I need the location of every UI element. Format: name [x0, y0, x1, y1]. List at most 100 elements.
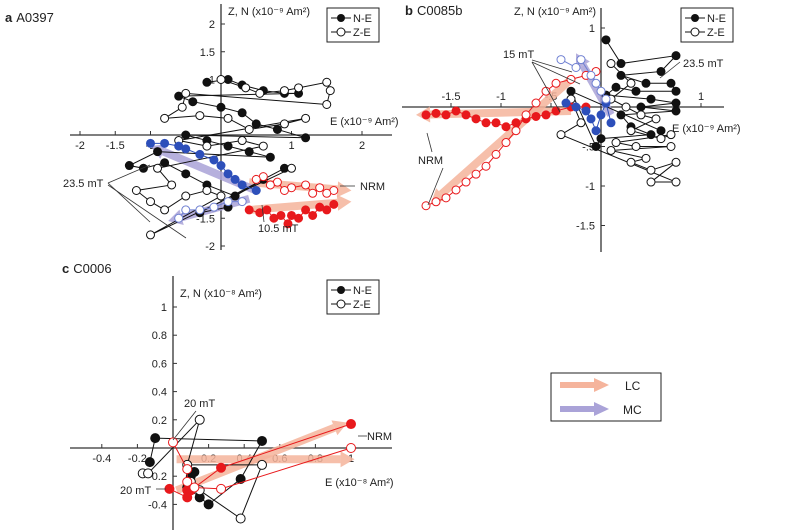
data-point: [346, 443, 356, 453]
arrow-head: [340, 451, 355, 468]
data-point: [606, 145, 616, 155]
data-point: [174, 213, 184, 223]
data-point: [237, 180, 247, 190]
data-point: [491, 149, 501, 159]
data-point: [308, 188, 318, 198]
data-point: [481, 161, 491, 171]
data-point: [651, 114, 661, 124]
data-point: [596, 110, 606, 120]
data-point: [174, 141, 184, 151]
x-tick-label: -1.5: [442, 91, 461, 103]
data-point: [646, 165, 656, 175]
y-tick-label: -0.4: [148, 499, 167, 511]
filled-circle-icon: [337, 286, 345, 294]
data-point: [216, 102, 226, 112]
data-point: [189, 482, 200, 493]
panel-c-plot: cC0006-0.4-0.20.20.40.60.8110.80.60.40.2…: [62, 261, 394, 530]
data-point: [203, 499, 214, 510]
x-axis-label: E (x10⁻⁹ Am²): [330, 116, 399, 128]
data-point: [308, 210, 318, 220]
data-point: [556, 130, 566, 140]
data-point: [616, 110, 626, 120]
data-point: [223, 141, 233, 151]
y-tick-label: 0.8: [152, 330, 167, 342]
y-tick-label: 1: [209, 75, 215, 87]
data-point: [223, 169, 233, 179]
data-point: [571, 102, 581, 112]
x-tick-label: -1.5: [106, 140, 125, 152]
data-point: [146, 230, 155, 240]
y-tick-label: -1: [585, 181, 595, 193]
data-point: [255, 88, 265, 98]
data-point: [160, 158, 170, 168]
data-point: [251, 174, 261, 184]
data-point: [421, 110, 431, 120]
annotation-leader-line: [659, 61, 681, 79]
y-tick-label: 0.6: [152, 358, 167, 370]
x-tick-label: 1: [288, 140, 294, 152]
data-point: [216, 161, 226, 171]
data-point: [531, 111, 541, 121]
data-point: [611, 138, 621, 148]
data-point: [188, 97, 198, 107]
data-point: [301, 205, 311, 215]
data-point: [441, 193, 451, 203]
data-point: [656, 134, 666, 144]
annotation-leader-line: [172, 410, 197, 441]
y-tick-label: 0.2: [152, 415, 167, 427]
panel-title: b C0085b: [405, 3, 463, 18]
data-point: [576, 55, 586, 65]
data-point: [646, 94, 656, 104]
data-point: [167, 180, 177, 190]
lc-component-arrow: [176, 451, 355, 468]
panel-letter: c: [62, 261, 69, 276]
data-point: [671, 157, 681, 167]
data-point: [616, 59, 626, 69]
data-point: [591, 126, 601, 136]
annotation-label: 10.5 mT: [258, 223, 299, 235]
series-legend-box: [326, 279, 380, 315]
data-point: [160, 138, 170, 148]
data-point: [636, 102, 646, 112]
data-point: [631, 86, 641, 96]
data-point: [181, 169, 191, 179]
data-point: [571, 63, 581, 72]
open-circle-icon: [690, 27, 700, 37]
data-point: [671, 98, 681, 108]
data-point: [182, 464, 193, 475]
data-point: [511, 126, 521, 136]
data-point: [596, 134, 606, 144]
legend-label-z-e: Z-E: [353, 299, 371, 311]
data-point: [195, 205, 205, 215]
data-point: [325, 86, 335, 96]
x-tick-label: -1: [496, 91, 506, 103]
data-point: [258, 141, 268, 151]
data-point: [566, 86, 576, 96]
data-point: [431, 197, 441, 207]
data-point: [265, 152, 275, 162]
y-axis-label: Z, N (x10⁻⁹ Am²): [514, 6, 596, 18]
open-circle-icon: [336, 299, 346, 309]
data-point: [182, 476, 193, 487]
data-point: [272, 124, 282, 134]
data-point: [576, 118, 586, 128]
data-point: [287, 210, 296, 220]
y-tick-label: 2: [209, 19, 215, 31]
data-point: [656, 126, 666, 136]
data-point: [209, 202, 219, 212]
data-point: [606, 118, 616, 128]
data-point: [251, 186, 261, 195]
data-point: [551, 78, 561, 88]
annotation-leader-line: [261, 204, 265, 223]
data-point: [223, 113, 233, 123]
data-point: [153, 163, 163, 173]
data-point: [315, 202, 325, 212]
data-point: [244, 205, 254, 215]
component-legend: LC MC: [550, 372, 662, 422]
filled-circle-icon: [337, 14, 345, 22]
annotation-label: 23.5 mT: [63, 178, 104, 190]
open-circle-icon: [336, 27, 346, 37]
data-point: [671, 51, 681, 61]
